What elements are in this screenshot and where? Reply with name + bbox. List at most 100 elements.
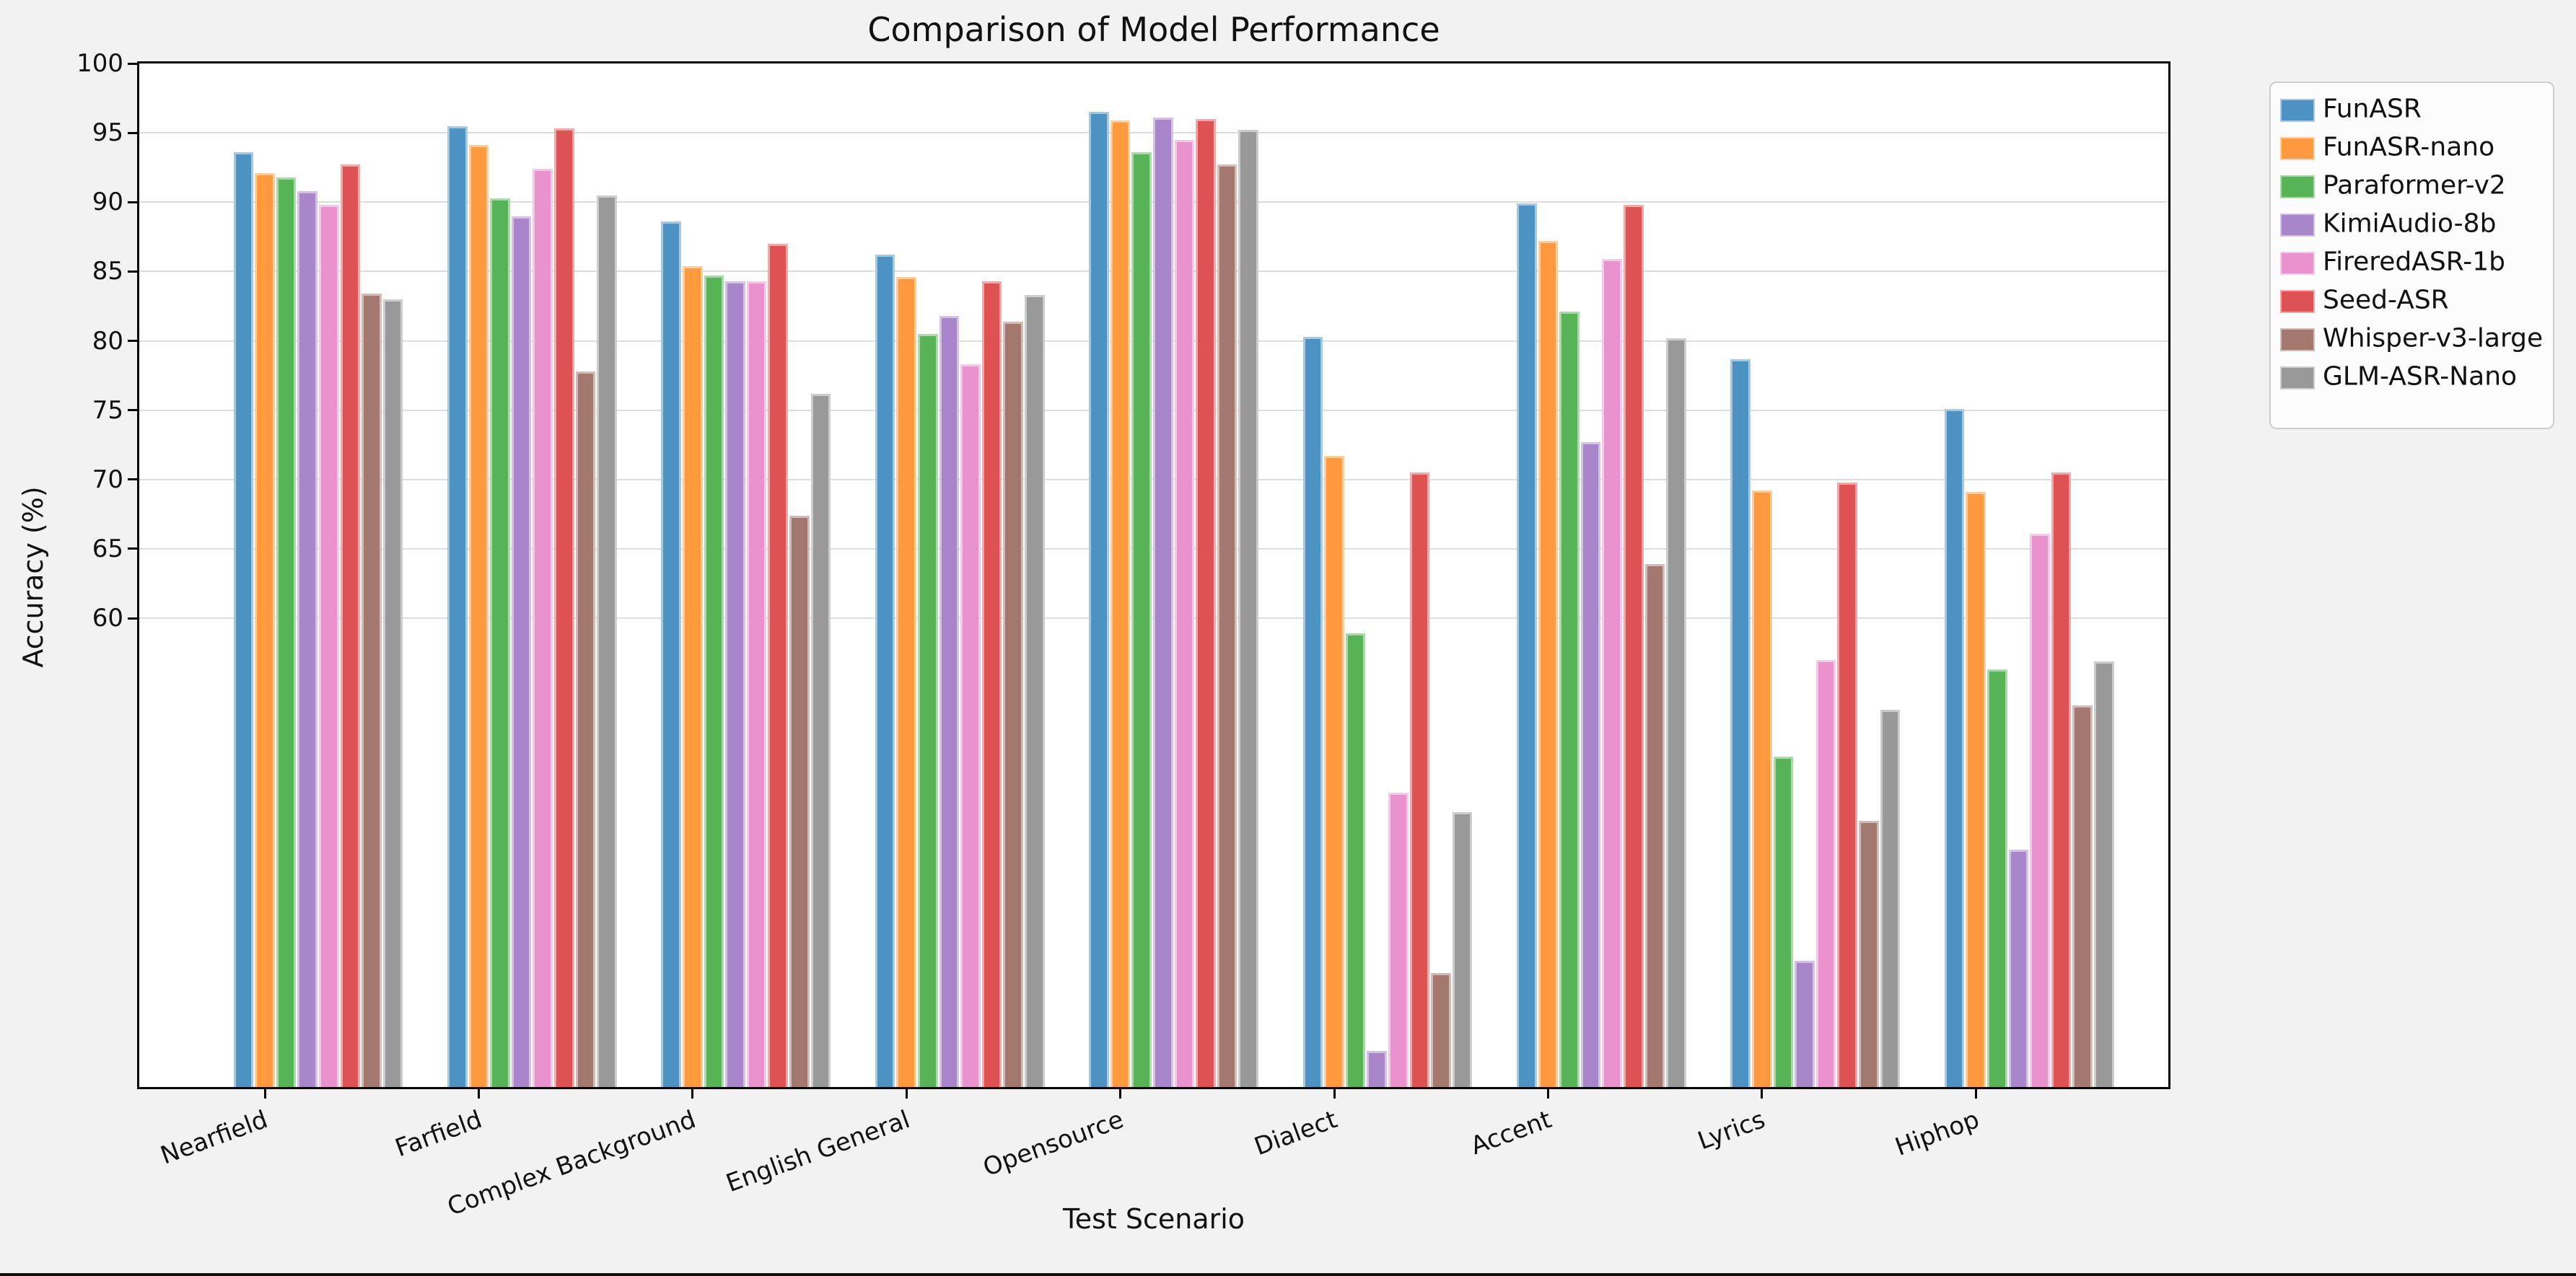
legend: FunASR FunASR-nano Paraformer-v2 KimiAudio-… [2269, 82, 2554, 429]
y-tick-label-85: 85 [92, 257, 123, 286]
legend-swatch-Seed-ASR [2280, 290, 2315, 313]
bar-Whisper-v3-large-Complex Background [789, 515, 810, 1087]
x-tick-mark-1 [477, 1087, 480, 1099]
legend-label-FireredASR-1b: FireredASR-1b [2323, 247, 2506, 276]
bar-FunASR-Opensource [1089, 112, 1109, 1087]
x-tick-mark-6 [1546, 1087, 1549, 1099]
legend-label-Seed-ASR: Seed-ASR [2323, 285, 2449, 314]
bar-FunASR-English General [875, 255, 895, 1087]
x-tick-mark-4 [1119, 1087, 1122, 1099]
bar-FireredASR-1b-Nearfield [319, 205, 339, 1087]
bar-KimiAudio-8b-Lyrics [1795, 961, 1815, 1087]
y-tick-mark-75 [128, 409, 139, 412]
bar-FunASR-Complex Background [661, 221, 681, 1087]
chart-title: Comparison of Model Performance [867, 10, 1440, 49]
bar-FireredASR-1b-Farfield [533, 169, 553, 1087]
bar-Seed-ASR-Complex Background [768, 243, 788, 1087]
bar-KimiAudio-8b-Complex Background [725, 281, 745, 1087]
bar-Paraformer-v2-Nearfield [276, 177, 297, 1087]
bar-Paraformer-v2-Opensource [1131, 152, 1152, 1087]
legend-swatch-FunASR [2280, 99, 2315, 122]
x-tick-mark-3 [905, 1087, 908, 1099]
bar-GLM-ASR-Nano-Hiphop [2094, 661, 2114, 1087]
bar-FunASR-Nearfield [233, 152, 254, 1087]
bar-Seed-ASR-English General [981, 281, 1002, 1087]
bar-Seed-ASR-Accent [1624, 205, 1644, 1087]
bar-FunASR-nano-Accent [1538, 241, 1559, 1087]
y-tick-label-90: 90 [92, 188, 123, 217]
bar-Paraformer-v2-Farfield [490, 198, 510, 1087]
legend-label-Whisper-v3-large: Whisper-v3-large [2323, 323, 2544, 353]
bar-FireredASR-1b-Lyrics [1815, 659, 1836, 1087]
x-tick-mark-5 [1333, 1087, 1336, 1099]
bar-FireredASR-1b-Complex Background [746, 281, 767, 1087]
x-tick-mark-2 [691, 1087, 694, 1099]
bar-FunASR-nano-Complex Background [683, 265, 703, 1087]
bar-Paraformer-v2-Complex Background [704, 276, 724, 1087]
x-tick-label-3: English General [722, 1105, 914, 1199]
bar-GLM-ASR-Nano-Complex Background [810, 393, 831, 1087]
bar-Whisper-v3-large-Dialect [1431, 973, 1451, 1087]
bar-FireredASR-1b-Accent [1602, 259, 1622, 1087]
legend-swatch-FireredASR-1b [2280, 252, 2315, 275]
y-tick-mark-70 [128, 478, 139, 481]
bar-FireredASR-1b-Hiphop [2030, 533, 2050, 1087]
x-tick-label-5: Dialect [1250, 1105, 1341, 1162]
bar-FunASR-Dialect [1302, 336, 1323, 1087]
bar-FunASR-nano-Opensource [1110, 120, 1131, 1087]
screenshot-bottom-edge [0, 1273, 2576, 1276]
bar-KimiAudio-8b-Dialect [1367, 1051, 1387, 1087]
legend-label-KimiAudio-8b: KimiAudio-8b [2323, 208, 2497, 238]
legend-label-FunASR-nano: FunASR-nano [2323, 132, 2495, 162]
bar-Whisper-v3-large-Hiphop [2072, 705, 2093, 1087]
x-tick-label-6: Accent [1466, 1105, 1556, 1161]
bar-FunASR-nano-Farfield [468, 145, 489, 1087]
bar-Paraformer-v2-Hiphop [1987, 669, 2007, 1087]
bar-Paraformer-v2-Dialect [1345, 633, 1366, 1087]
x-tick-mark-0 [263, 1087, 266, 1099]
legend-swatch-Paraformer-v2 [2280, 175, 2315, 198]
bar-FireredASR-1b-Dialect [1388, 793, 1409, 1087]
x-tick-label-0: Nearfield [157, 1105, 272, 1171]
x-tick-mark-8 [1974, 1087, 1977, 1099]
x-tick-label-7: Lyrics [1694, 1105, 1769, 1156]
bar-KimiAudio-8b-Nearfield [297, 190, 317, 1087]
legend-label-GLM-ASR-Nano: GLM-ASR-Nano [2323, 361, 2518, 391]
bar-FunASR-Hiphop [1944, 408, 1965, 1087]
x-tick-label-4: Opensource [979, 1105, 1128, 1183]
y-tick-label-95: 95 [92, 118, 123, 148]
bar-GLM-ASR-Nano-English General [1025, 295, 1045, 1087]
y-tick-label-65: 65 [92, 534, 123, 563]
bar-Seed-ASR-Nearfield [340, 164, 361, 1087]
legend-swatch-KimiAudio-8b [2280, 214, 2315, 237]
bar-Whisper-v3-large-Farfield [575, 371, 596, 1087]
x-tick-label-8: Hiphop [1891, 1105, 1983, 1162]
y-tick-label-60: 60 [92, 604, 123, 633]
bar-FunASR-nano-Dialect [1324, 456, 1344, 1087]
legend-entry-GLM-ASR-Nano: GLM-ASR-Nano [2271, 357, 2553, 395]
y-tick-label-70: 70 [92, 465, 123, 494]
bar-Paraformer-v2-Lyrics [1773, 757, 1794, 1087]
bar-GLM-ASR-Nano-Nearfield [382, 299, 403, 1087]
y-tick-mark-80 [128, 340, 139, 343]
bar-FunASR-nano-Nearfield [255, 172, 275, 1087]
legend-entry-Paraformer-v2: Paraformer-v2 [2271, 166, 2553, 204]
legend-label-FunASR: FunASR [2323, 94, 2422, 123]
legend-entry-Seed-ASR: Seed-ASR [2271, 281, 2553, 319]
bar-KimiAudio-8b-Opensource [1153, 117, 1173, 1087]
legend-entry-Whisper-v3-large: Whisper-v3-large [2271, 319, 2553, 357]
bar-GLM-ASR-Nano-Lyrics [1880, 710, 1901, 1087]
bar-KimiAudio-8b-Accent [1580, 441, 1601, 1087]
bar-FunASR-nano-English General [896, 277, 916, 1087]
plot-area [139, 63, 2168, 1087]
bar-KimiAudio-8b-Hiphop [2008, 850, 2029, 1087]
bar-Seed-ASR-Opensource [1196, 118, 1216, 1087]
y-tick-mark-65 [128, 547, 139, 550]
bar-FunASR-Farfield [447, 126, 468, 1087]
bar-FunASR-nano-Lyrics [1752, 490, 1772, 1087]
legend-swatch-Whisper-v3-large [2280, 328, 2315, 351]
legend-entry-FunASR-nano: FunASR-nano [2271, 128, 2553, 166]
bar-FunASR-Lyrics [1730, 358, 1751, 1087]
bar-Paraformer-v2-English General [918, 333, 938, 1087]
